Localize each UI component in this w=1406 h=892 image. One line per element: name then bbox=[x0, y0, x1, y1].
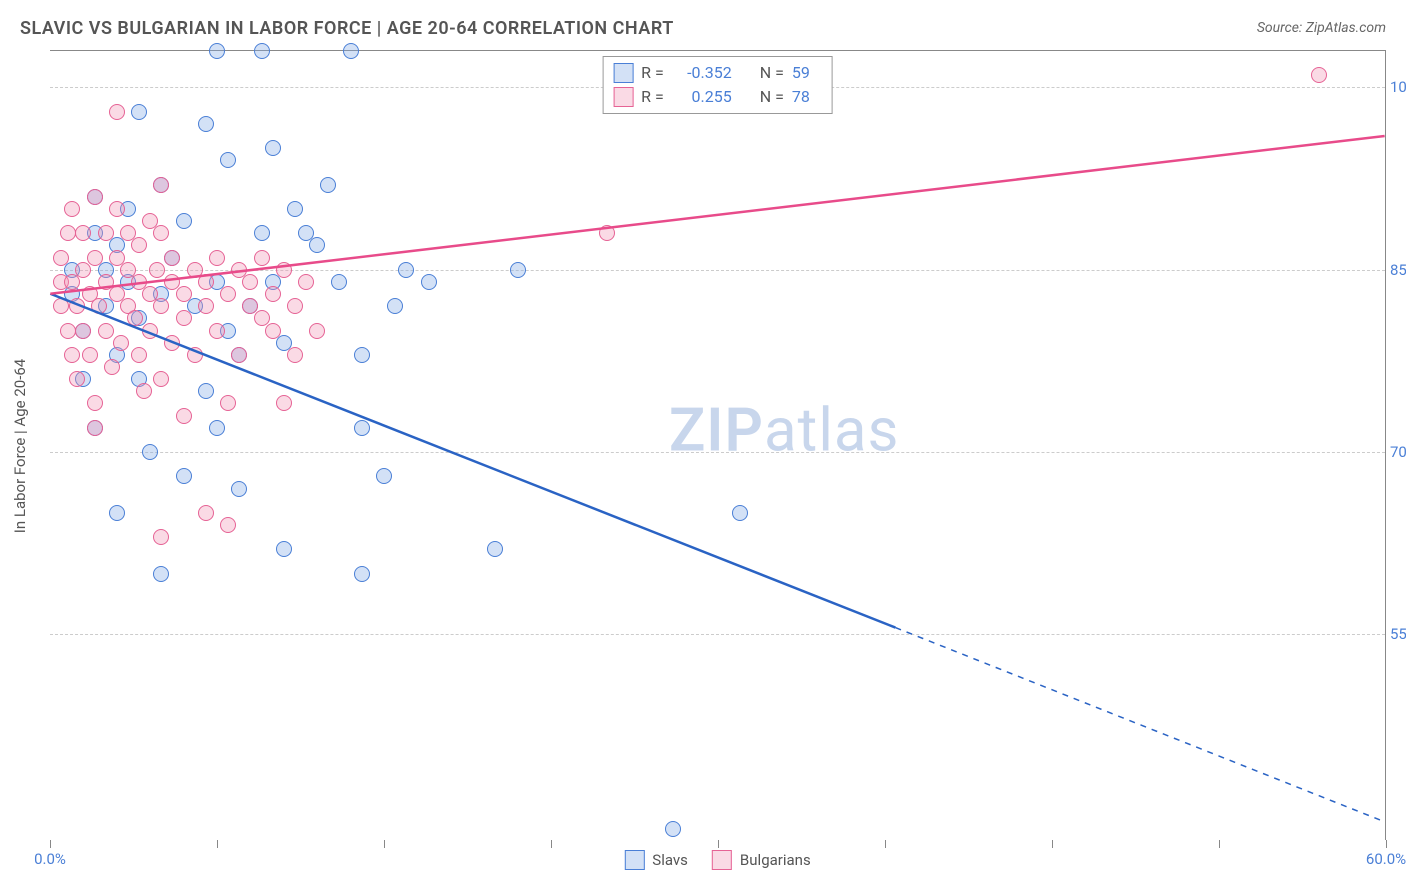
legend-n-value: 59 bbox=[792, 61, 822, 85]
series-legend-item: Bulgarians bbox=[712, 850, 811, 870]
y-tick-label: 100.0% bbox=[1390, 78, 1406, 96]
x-tick bbox=[1052, 840, 1053, 848]
x-tick bbox=[217, 840, 218, 848]
source-attribution: Source: ZipAtlas.com bbox=[1257, 20, 1386, 36]
x-tick bbox=[551, 840, 552, 848]
plot-area: 55.0%70.0%85.0%100.0%0.0%60.0% In Labor … bbox=[50, 50, 1386, 840]
trend-lines bbox=[50, 51, 1385, 840]
legend-n-label: N = bbox=[760, 61, 784, 85]
legend-r-value: -0.352 bbox=[672, 61, 732, 85]
y-tick-label: 55.0% bbox=[1390, 625, 1406, 643]
legend-label: Bulgarians bbox=[740, 851, 811, 869]
correlation-legend: R = -0.352 N = 59 R = 0.255 N = 78 bbox=[602, 56, 833, 114]
x-tick-label: 0.0% bbox=[34, 850, 66, 868]
legend-n-value: 78 bbox=[792, 85, 822, 109]
legend-r-label: R = bbox=[641, 61, 664, 85]
x-tick-label: 60.0% bbox=[1366, 850, 1406, 868]
x-tick bbox=[885, 840, 886, 848]
x-tick bbox=[384, 840, 385, 848]
legend-swatch bbox=[712, 850, 732, 870]
x-tick bbox=[50, 840, 51, 848]
legend-r-value: 0.255 bbox=[672, 85, 732, 109]
legend-swatch bbox=[624, 850, 644, 870]
legend-label: Slavs bbox=[652, 851, 688, 869]
trend-line bbox=[50, 136, 1384, 294]
correlation-legend-row: R = -0.352 N = 59 bbox=[613, 61, 822, 85]
legend-r-label: R = bbox=[641, 85, 664, 109]
legend-n-label: N = bbox=[760, 85, 784, 109]
x-tick bbox=[718, 840, 719, 848]
x-tick bbox=[1386, 840, 1387, 848]
series-legend: Slavs Bulgarians bbox=[624, 850, 810, 870]
correlation-legend-row: R = 0.255 N = 78 bbox=[613, 85, 822, 109]
trend-line-extrapolated bbox=[895, 628, 1384, 822]
y-tick-label: 70.0% bbox=[1390, 443, 1406, 461]
chart-container: SLAVIC VS BULGARIAN IN LABOR FORCE | AGE… bbox=[0, 0, 1406, 892]
x-tick bbox=[1219, 840, 1220, 848]
series-legend-item: Slavs bbox=[624, 850, 688, 870]
legend-swatch bbox=[613, 63, 633, 83]
y-axis-label: In Labor Force | Age 20-64 bbox=[11, 358, 29, 532]
trend-line bbox=[50, 294, 895, 628]
y-tick-label: 85.0% bbox=[1390, 261, 1406, 279]
chart-title: SLAVIC VS BULGARIAN IN LABOR FORCE | AGE… bbox=[20, 18, 674, 39]
legend-swatch bbox=[613, 87, 633, 107]
